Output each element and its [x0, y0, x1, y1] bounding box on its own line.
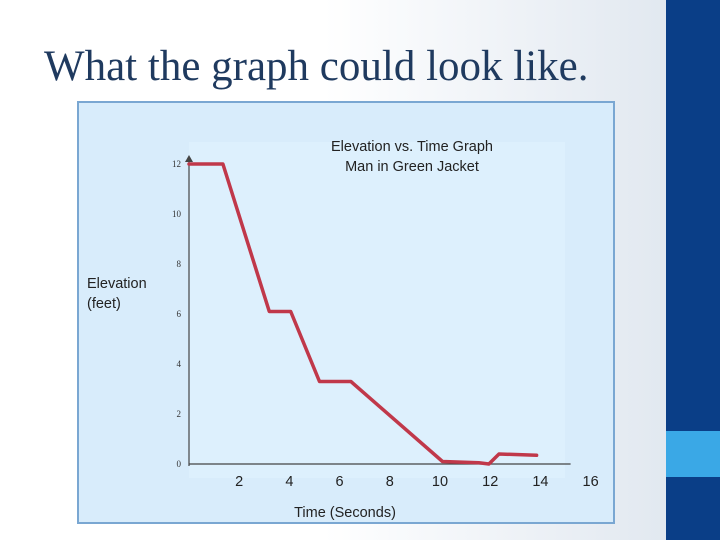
x-tick-label: 4 — [285, 474, 293, 490]
y-axis-label-line2: (feet) — [87, 296, 121, 312]
y-tick-label: 2 — [177, 409, 182, 419]
y-tick-label: 8 — [177, 259, 182, 269]
x-tick-label: 8 — [386, 474, 394, 490]
y-axis: 0 2 4 6 8 10 12 — [172, 155, 193, 469]
y-tick-label: 12 — [172, 159, 181, 169]
x-tick-label: 16 — [583, 474, 599, 490]
slide-title: What the graph could look like. — [44, 43, 589, 90]
right-accent-block — [666, 431, 720, 477]
x-axis-label: Time (Seconds) — [294, 505, 396, 521]
y-axis-arrow — [185, 155, 193, 162]
x-tick-label: 6 — [336, 474, 344, 490]
x-tick-label: 2 — [235, 474, 243, 490]
plot-area — [189, 142, 565, 478]
y-tick-label: 4 — [177, 359, 182, 369]
series-line-group — [187, 162, 539, 466]
chart-panel: Elevation vs. Time Graph Man in Green Ja… — [77, 101, 615, 524]
elevation-time-chart: Elevation vs. Time Graph Man in Green Ja… — [87, 139, 599, 521]
elevation-series-line — [187, 162, 539, 466]
chart-subtitle: Man in Green Jacket — [345, 159, 479, 175]
y-tick-label: 6 — [177, 309, 182, 319]
y-axis-label-line1: Elevation — [87, 276, 147, 292]
y-tick-label: 0 — [177, 459, 182, 469]
x-tick-label: 14 — [532, 474, 548, 490]
chart-title: Elevation vs. Time Graph — [331, 139, 493, 155]
x-tick-label: 12 — [482, 474, 498, 490]
y-tick-label: 10 — [172, 209, 182, 219]
x-tick-label: 10 — [432, 474, 448, 490]
x-axis: 2 4 6 8 10 12 14 16 — [189, 463, 599, 490]
